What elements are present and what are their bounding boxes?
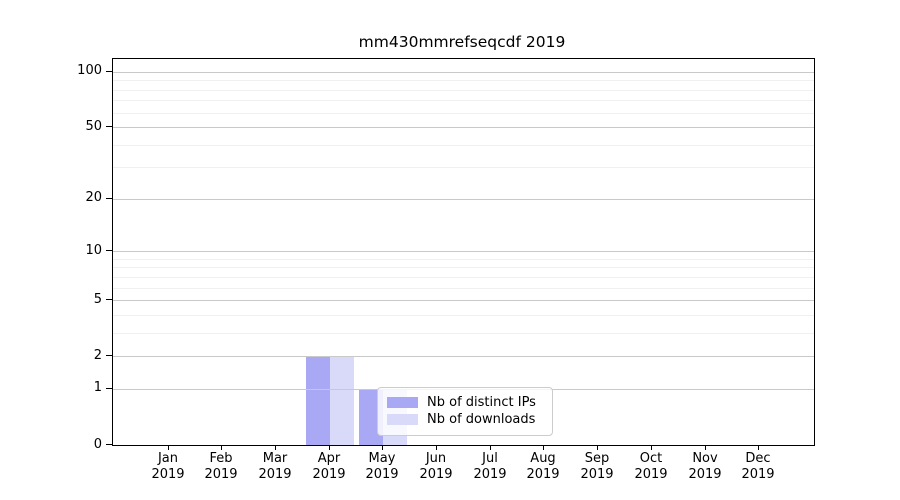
- y-tick-mark: [106, 198, 112, 199]
- x-tick-mark: [490, 445, 491, 450]
- x-tick-label-dec: Dec 2019: [741, 451, 775, 482]
- y-gridline: [113, 199, 814, 200]
- x-tick-label-aug: Aug 2019: [526, 451, 560, 482]
- y-tick-mark: [106, 355, 112, 356]
- x-tick-label-nov: Nov 2019: [688, 451, 722, 482]
- y-tick-mark: [106, 71, 112, 72]
- x-tick-mark: [221, 445, 222, 450]
- x-tick-label-feb: Feb 2019: [204, 451, 238, 482]
- x-tick-label-mar: Mar 2019: [258, 451, 292, 482]
- y-gridline: [113, 127, 814, 128]
- y-tick-label: 1: [93, 380, 102, 395]
- chart-title: mm430mmrefseqcdf 2019: [358, 33, 566, 51]
- y-tick-label: 50: [85, 119, 102, 134]
- legend-label: Nb of distinct IPs: [427, 395, 536, 410]
- legend-entry-2: Nb of downloads: [387, 411, 543, 428]
- x-tick-label-apr: Apr 2019: [312, 451, 346, 482]
- x-tick-label-oct: Oct 2019: [634, 451, 668, 482]
- legend-entry-1: Nb of distinct IPs: [387, 394, 543, 411]
- bar-apr-series1: [306, 356, 330, 445]
- x-tick-mark: [275, 445, 276, 450]
- y-gridline: [113, 80, 814, 81]
- y-gridline: [113, 251, 814, 252]
- y-gridline: [113, 277, 814, 278]
- legend-label: Nb of downloads: [427, 412, 536, 427]
- x-tick-mark: [597, 445, 598, 450]
- legend: Nb of distinct IPs Nb of downloads: [377, 387, 553, 436]
- y-gridline: [113, 315, 814, 316]
- x-tick-mark: [329, 445, 330, 450]
- y-gridline: [113, 267, 814, 268]
- plot-area: [112, 58, 815, 446]
- x-tick-mark: [543, 445, 544, 450]
- y-gridline: [113, 72, 814, 73]
- y-tick-label: 0: [93, 437, 102, 452]
- bar-apr-series2: [330, 356, 354, 445]
- y-gridline: [113, 300, 814, 301]
- y-tick-mark: [106, 444, 112, 445]
- x-tick-mark: [168, 445, 169, 450]
- y-gridline: [113, 259, 814, 260]
- y-gridline: [113, 145, 814, 146]
- x-tick-mark: [382, 445, 383, 450]
- y-gridline: [113, 356, 814, 357]
- x-tick-mark: [705, 445, 706, 450]
- x-tick-mark: [651, 445, 652, 450]
- y-gridline: [113, 333, 814, 334]
- y-gridline: [113, 113, 814, 114]
- x-tick-label-sep: Sep 2019: [580, 451, 614, 482]
- y-gridline: [113, 100, 814, 101]
- y-tick-label: 5: [93, 292, 102, 307]
- y-tick-label: 100: [77, 63, 102, 78]
- legend-swatch-icon: [387, 397, 418, 408]
- y-tick-label: 20: [85, 190, 102, 205]
- y-gridline: [113, 288, 814, 289]
- legend-swatch-icon: [387, 414, 418, 425]
- y-gridline: [113, 90, 814, 91]
- x-tick-mark: [436, 445, 437, 450]
- y-gridline: [113, 167, 814, 168]
- y-tick-mark: [106, 126, 112, 127]
- y-tick-mark: [106, 388, 112, 389]
- x-tick-label-jun: Jun 2019: [419, 451, 453, 482]
- y-tick-mark: [106, 250, 112, 251]
- x-tick-label-may: May 2019: [365, 451, 399, 482]
- x-tick-mark: [758, 445, 759, 450]
- y-tick-label: 2: [93, 348, 102, 363]
- x-tick-label-jan: Jan 2019: [151, 451, 185, 482]
- y-tick-label: 10: [85, 243, 102, 258]
- x-tick-label-jul: Jul 2019: [473, 451, 507, 482]
- y-tick-mark: [106, 299, 112, 300]
